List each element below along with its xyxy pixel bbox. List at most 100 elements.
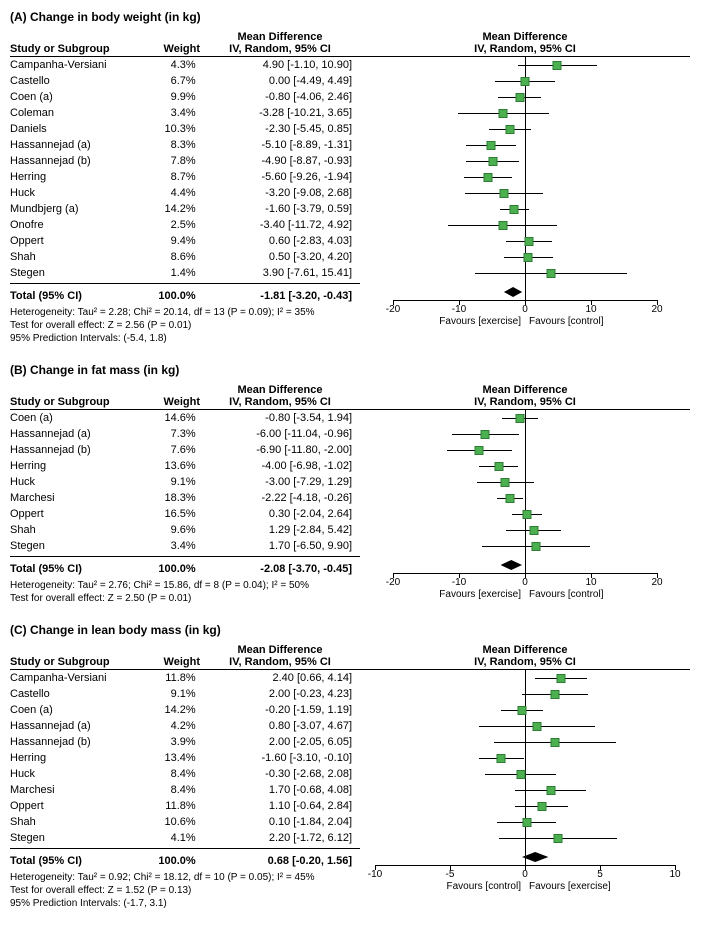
study-row: Hassannejad (b)3.9%2.00 [-2.05, 6.05] [10,734,360,750]
point-estimate-marker [533,722,542,731]
header-study: Study or Subgroup [10,43,145,55]
axis-line [393,300,657,301]
header-ci: Mean DifferenceIV, Random, 95% CI [200,384,360,408]
study-ci: 3.90 [-7.61, 15.41] [196,267,360,279]
study-name: Herring [10,171,142,183]
study-name: Huck [10,187,142,199]
study-row: Mundbjerg (a)14.2%-1.60 [-3.79, 0.59] [10,201,360,217]
plot-study-row [360,89,690,105]
study-ci: 0.30 [-2.04, 2.64] [196,508,360,520]
axis-tick-label: 0 [522,304,528,315]
point-estimate-marker [505,125,514,134]
summary-diamond [360,849,690,865]
header-weight: Weight [145,43,200,55]
study-row: Hassannejad (a)8.3%-5.10 [-8.89, -1.31] [10,137,360,153]
study-ci: 2.00 [-0.23, 4.23] [196,688,360,700]
study-weight: 4.1% [142,832,196,844]
study-weight: 10.3% [142,123,196,135]
study-ci: 1.29 [-2.84, 5.42] [196,524,360,536]
total-label: Total (95% CI) [10,855,142,867]
study-row: Shah9.6%1.29 [-2.84, 5.42] [10,522,360,538]
column-header-row: Study or SubgroupWeightMean DifferenceIV… [10,27,360,57]
study-weight: 7.6% [142,444,196,456]
plot-study-row [360,217,690,233]
study-weight: 13.6% [142,460,196,472]
study-ci: -2.30 [-5.45, 0.85] [196,123,360,135]
point-estimate-marker [554,834,563,843]
header-weight: Weight [145,396,200,408]
study-name: Onofre [10,219,142,231]
study-row: Shah10.6%0.10 [-1.84, 2.04] [10,814,360,830]
x-axis: -10-50510Favours [control]Favours [exerc… [360,865,690,897]
plot-study-row [360,782,690,798]
point-estimate-marker [553,61,562,70]
forest-plot [360,57,690,300]
point-estimate-marker [537,802,546,811]
study-ci: -4.90 [-8.87, -0.93] [196,155,360,167]
study-weight: 9.6% [142,524,196,536]
study-ci: 0.50 [-3.20, 4.20] [196,251,360,263]
study-ci: 0.10 [-1.84, 2.04] [196,816,360,828]
plot-study-row [360,169,690,185]
total-label: Total (95% CI) [10,290,142,302]
point-estimate-marker [481,430,490,439]
study-weight: 18.3% [142,492,196,504]
study-name: Stegen [10,267,142,279]
study-name: Hassannejad (a) [10,139,142,151]
total-label: Total (95% CI) [10,563,142,575]
plot-study-row [360,185,690,201]
study-name: Hassannejad (a) [10,720,142,732]
plot-study-row [360,750,690,766]
study-row: Castello6.7%0.00 [-4.49, 4.49] [10,73,360,89]
forest-panel-A: (A) Change in body weight (in kg)Study o… [10,10,699,345]
study-weight: 3.4% [142,107,196,119]
favours-left-label: Favours [exercise] [439,316,521,327]
favours-left-label: Favours [exercise] [439,589,521,600]
study-ci: 0.60 [-2.83, 4.03] [196,235,360,247]
forest-plot [360,670,690,865]
study-name: Oppert [10,508,142,520]
study-ci: -5.60 [-9.26, -1.94] [196,171,360,183]
plot-study-row [360,506,690,522]
total-row: Total (95% CI)100.0%-2.08 [-3.70, -0.45] [10,561,360,577]
study-name: Coen (a) [10,412,142,424]
study-name: Oppert [10,235,142,247]
study-name: Coen (a) [10,704,142,716]
axis-tick-label: 10 [585,304,596,315]
study-weight: 4.3% [142,59,196,71]
point-estimate-marker [497,754,506,763]
plot-study-row [360,814,690,830]
study-row: Castello9.1%2.00 [-0.23, 4.23] [10,686,360,702]
point-estimate-marker [506,494,515,503]
plot-study-row [360,249,690,265]
plot-study-row [360,105,690,121]
column-header-row: Study or SubgroupWeightMean DifferenceIV… [10,640,360,670]
study-weight: 11.8% [142,800,196,812]
study-ci: 0.00 [-4.49, 4.49] [196,75,360,87]
study-name: Daniels [10,123,142,135]
study-name: Herring [10,460,142,472]
plot-study-row [360,798,690,814]
point-estimate-marker [524,253,533,262]
point-estimate-marker [475,446,484,455]
point-estimate-marker [551,738,560,747]
study-ci: -2.22 [-4.18, -0.26] [196,492,360,504]
plot-study-row [360,686,690,702]
study-weight: 8.6% [142,251,196,263]
total-weight: 100.0% [142,290,196,302]
column-header-row: Study or SubgroupWeightMean DifferenceIV… [10,380,360,410]
plot-study-row [360,766,690,782]
study-ci: 2.40 [0.66, 4.14] [196,672,360,684]
study-ci: -0.80 [-4.06, 2.46] [196,91,360,103]
study-weight: 6.7% [142,75,196,87]
plot-study-row [360,153,690,169]
plot-study-row [360,442,690,458]
header-ci: Mean DifferenceIV, Random, 95% CI [200,644,360,668]
study-name: Campanha-Versiani [10,59,142,71]
plot-study-row [360,830,690,846]
study-weight: 9.9% [142,91,196,103]
study-row: Campanha-Versiani11.8%2.40 [0.66, 4.14] [10,670,360,686]
plot-header: Mean DifferenceIV, Random, 95% CI [360,27,690,57]
study-ci: -0.30 [-2.68, 2.08] [196,768,360,780]
study-name: Coleman [10,107,142,119]
